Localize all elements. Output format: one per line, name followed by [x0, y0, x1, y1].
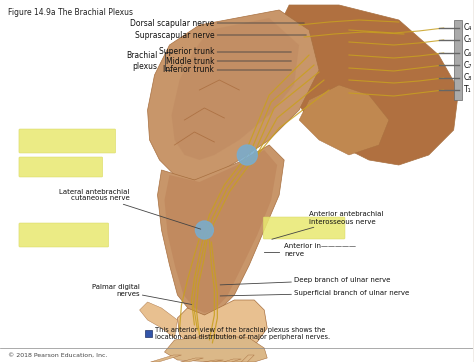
Polygon shape [223, 359, 241, 362]
Text: C₆: C₆ [464, 49, 472, 58]
Text: C₅: C₅ [464, 35, 472, 45]
Text: Palmar digital
nerves: Palmar digital nerves [91, 283, 191, 304]
Circle shape [237, 145, 257, 165]
Polygon shape [164, 335, 267, 362]
Text: Figure 14.9a The Brachial Plexus: Figure 14.9a The Brachial Plexus [8, 8, 133, 17]
Text: Middle trunk: Middle trunk [166, 56, 292, 66]
Text: Anterior antebrachial
interosseous nerve: Anterior antebrachial interosseous nerve [272, 211, 383, 239]
Polygon shape [274, 5, 459, 165]
Text: This anterior view of the brachial plexus shows the
location and distribution of: This anterior view of the brachial plexu… [155, 327, 330, 340]
FancyBboxPatch shape [19, 129, 116, 153]
FancyBboxPatch shape [19, 223, 109, 247]
Polygon shape [157, 145, 284, 315]
Text: C₇: C₇ [464, 60, 472, 70]
FancyBboxPatch shape [19, 157, 103, 177]
Text: Deep branch of ulnar nerve: Deep branch of ulnar nerve [220, 277, 391, 285]
Text: C₈: C₈ [464, 73, 472, 83]
Text: C₄: C₄ [464, 24, 472, 33]
Text: Superficial branch of ulnar nerve: Superficial branch of ulnar nerve [220, 290, 410, 296]
Text: © 2018 Pearson Education, Inc.: © 2018 Pearson Education, Inc. [8, 353, 108, 358]
Polygon shape [164, 150, 277, 313]
Polygon shape [139, 302, 177, 338]
Text: Inferior trunk: Inferior trunk [164, 66, 292, 75]
Polygon shape [177, 300, 267, 352]
Polygon shape [241, 355, 254, 362]
Polygon shape [147, 10, 319, 180]
Text: Lateral antebrachial
cutaneous nerve: Lateral antebrachial cutaneous nerve [59, 189, 201, 229]
Text: T₁: T₁ [464, 85, 471, 94]
Text: Suprascapular nerve: Suprascapular nerve [135, 30, 306, 39]
Polygon shape [151, 355, 182, 362]
Text: Superior trunk: Superior trunk [159, 47, 292, 56]
Bar [454, 20, 462, 100]
Text: Anterior in—————
nerve: Anterior in————— nerve [284, 244, 356, 257]
Text: Dorsal scapular nerve: Dorsal scapular nerve [130, 18, 304, 28]
Polygon shape [181, 358, 203, 362]
Bar [145, 330, 152, 337]
Polygon shape [172, 18, 299, 160]
Polygon shape [299, 85, 389, 155]
Text: Brachial
plexus: Brachial plexus [126, 51, 157, 71]
Circle shape [195, 221, 213, 239]
Polygon shape [203, 360, 223, 362]
FancyBboxPatch shape [263, 217, 345, 239]
